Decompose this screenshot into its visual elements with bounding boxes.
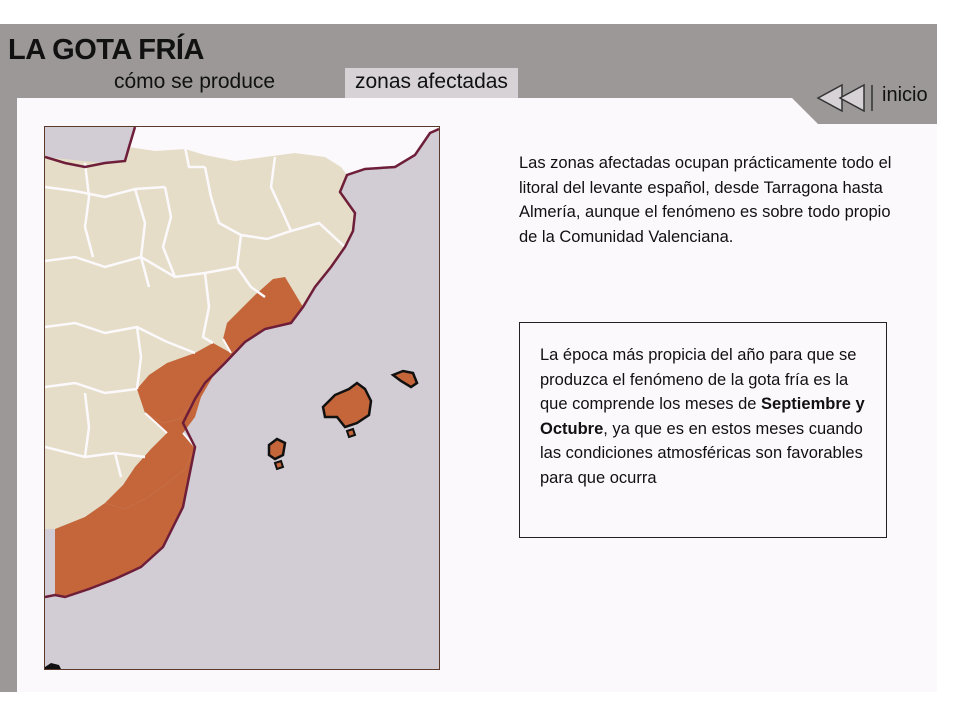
island-ibiza	[267, 437, 287, 461]
tab-como-se-produce[interactable]: cómo se produce	[114, 70, 276, 93]
tab-zonas-afectadas[interactable]: zonas afectadas	[345, 68, 518, 98]
inicio-area: inicio	[792, 83, 937, 124]
header-bar: LA GOTA FRÍA cómo se produce zonas afect…	[0, 24, 937, 98]
coastline	[45, 127, 439, 599]
island-cabrera	[345, 427, 357, 439]
intro-paragraph: Las zonas afectadas ocupan prácticamente…	[519, 154, 892, 246]
affected-zone	[105, 433, 195, 509]
province-borders	[45, 146, 346, 478]
info-text-after: , ya que es en estos meses cuando las co…	[540, 419, 863, 487]
info-text-bold: Septiembre y Octubre	[540, 395, 865, 438]
land-grey-corner	[45, 127, 135, 163]
info-text-before: La época más propicia del año para que s…	[540, 346, 857, 413]
island-formentera	[273, 459, 285, 471]
inicio-label: inicio	[882, 84, 928, 106]
affected-zone	[137, 342, 245, 423]
map-illustration	[45, 127, 439, 669]
info-box: La época más propicia del año para que s…	[519, 322, 887, 538]
info-paragraph: La época más propicia del año para que s…	[540, 343, 875, 490]
affected-zone	[223, 277, 303, 353]
island-mallorca	[321, 381, 373, 429]
map-affected-zones	[44, 126, 440, 670]
rewind-icon	[816, 83, 873, 113]
island-menorca	[390, 369, 419, 389]
land-france	[129, 127, 439, 175]
affected-zone	[55, 447, 195, 597]
inicio-button[interactable]: inicio	[816, 82, 932, 116]
page-title: LA GOTA FRÍA	[8, 34, 204, 66]
affected-zone	[145, 353, 231, 433]
